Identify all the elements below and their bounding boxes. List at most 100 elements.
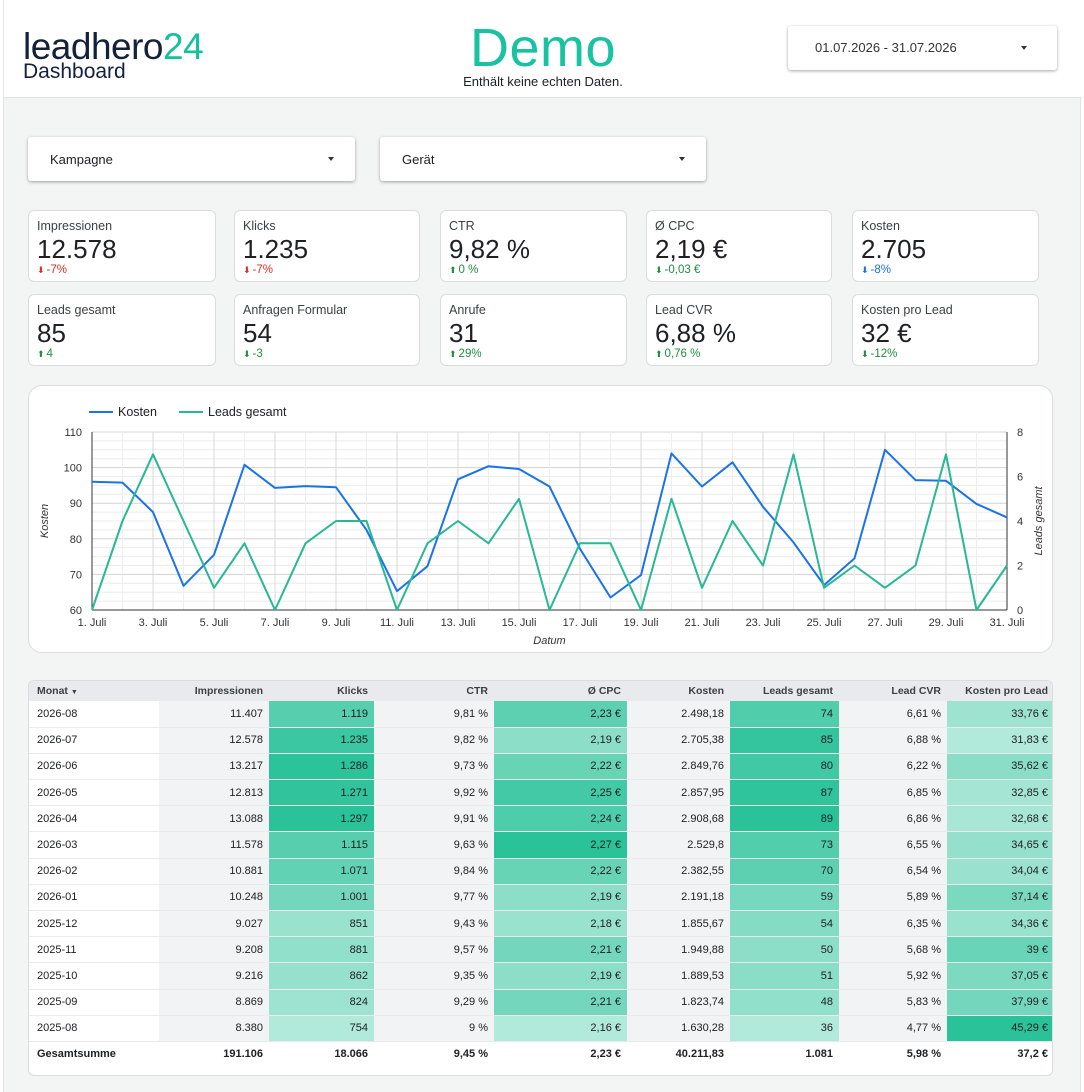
legend-item[interactable]: Kosten (89, 405, 157, 419)
column-header[interactable]: Ø CPC (494, 681, 627, 701)
legend-label: Kosten (118, 405, 157, 419)
table-cell: 2,21 € (494, 936, 627, 964)
table-cell: 59 (730, 884, 839, 912)
x-tick-label: 15. Juli (502, 617, 537, 629)
x-tick-label: 13. Juli (441, 617, 476, 629)
table-total-cell: 1.081 (730, 1040, 839, 1066)
table-cell: 2.705,38 (627, 727, 730, 754)
table-cell: 754 (269, 1015, 374, 1042)
device-filter[interactable]: Gerät (380, 137, 706, 181)
table-cell: 2,19 € (494, 884, 627, 912)
table-cell: 32,85 € (947, 779, 1052, 807)
table-cell: 80 (730, 753, 839, 781)
kpi-delta: ⬆ 0 % (449, 264, 479, 276)
table-cell: 9,29 % (374, 989, 494, 1016)
line-chart: 60 70 80 90 100 110 0 2 4 6 8 1. Juli 3. Juli 5. Juli… (39, 405, 1045, 647)
table-cell: 1.286 (269, 753, 374, 781)
sort-desc-icon: ▼ (70, 689, 78, 696)
table-row[interactable]: 2026-01 10.248 1.001 9,77 % 2,19 €2.191,18 59… (29, 884, 1052, 912)
table-cell: 2,16 € (494, 1015, 627, 1042)
table-row[interactable]: 2025-10 9.216 862 9,35 % 2,19 €1.889,53 51 5,9… (29, 962, 1052, 990)
table-row[interactable]: 2026-06 13.217 1.286 9,73 % 2,22 €2.849,76 80… (29, 753, 1052, 781)
table-cell: 6,55 % (839, 831, 947, 859)
table-cell: 2,18 € (494, 910, 627, 938)
arrow-down-icon: ⬇ (243, 349, 251, 359)
kpi-value: 2.705 (861, 234, 927, 264)
kpi-value: 54 (243, 318, 272, 348)
column-header[interactable]: Klicks (269, 681, 374, 701)
arrow-up-icon: ⬆ (655, 349, 663, 359)
table-row[interactable]: 2026-02 10.881 1.071 9,84 % 2,22 €2.382,55 70… (29, 858, 1052, 885)
table-cell: 1.001 (269, 884, 374, 912)
chevron-down-icon (1021, 46, 1027, 50)
campaign-filter[interactable]: Kampagne (28, 137, 355, 181)
table-total-cell: 9,45 % (374, 1040, 494, 1066)
column-header[interactable]: Lead CVR (839, 681, 947, 701)
date-range-picker[interactable]: 01.07.2026 - 31.07.2026 (788, 26, 1057, 70)
table-row[interactable]: 2026-08 11.407 1.119 9,81 % 2,23 €2.498,18 74… (29, 701, 1052, 728)
table-cell: 2,23 € (494, 701, 627, 728)
x-axis-title: Datum (533, 635, 565, 647)
dashboard-frame: leadhero24 Dashboard Demo Enthält keine … (3, 0, 1082, 1092)
table-row[interactable]: 2025-09 8.869 824 9,29 % 2,21 €1.823,74 48 5,8… (29, 989, 1052, 1016)
y-tick-label: 60 (70, 605, 82, 617)
device-filter-label: Gerät (402, 152, 435, 167)
table-row[interactable]: 2025-08 8.380 754 9 % 2,16 €1.630,28 36 4,77 %… (29, 1015, 1052, 1042)
table-cell: 54 (730, 910, 839, 938)
table-cell: 2,22 € (494, 753, 627, 781)
kpi-card: Anfragen Formular 54 ⬇ -3 (234, 294, 420, 366)
column-header[interactable]: CTR (374, 681, 494, 701)
arrow-down-icon: ⬇ (655, 265, 663, 275)
table-row[interactable]: 2026-04 13.088 1.297 9,91 % 2,24 €2.908,68 89… (29, 805, 1052, 833)
data-table-card: Monat ▼ Impressionen Klicks CTR Ø CPC Kosten Le… (28, 680, 1053, 1076)
kpi-delta: ⬇ -7% (37, 264, 67, 276)
demo-subtitle: Enthält keine echten Daten. (463, 74, 623, 89)
table-row[interactable]: 2026-03 11.578 1.115 9,63 % 2,27 €2.529,8 73 6… (29, 831, 1052, 859)
table-row[interactable]: 2026-05 12.813 1.271 9,92 % 2,25 €2.857,95 87… (29, 779, 1052, 807)
table-cell: 13.088 (159, 805, 269, 833)
table-cell: 1.119 (269, 701, 374, 728)
column-header[interactable]: Kosten pro Lead (947, 681, 1052, 701)
kpi-card: Leads gesamt 85 ⬆ 4 (28, 294, 216, 366)
table-row[interactable]: 2025-12 9.027 851 9,43 % 2,18 €1.855,67 54 6,3… (29, 910, 1052, 938)
table-cell: 9,91 % (374, 805, 494, 833)
column-header[interactable]: Impressionen (159, 681, 269, 701)
table-cell: 1.271 (269, 779, 374, 807)
x-tick-label: 31. Juli (990, 617, 1025, 629)
campaign-filter-label: Kampagne (50, 152, 113, 167)
table-cell: 2,19 € (494, 727, 627, 754)
table-cell: 37,99 € (947, 989, 1052, 1016)
demo-title: Demo (469, 18, 617, 78)
table-total-cell: 37,2 € (947, 1040, 1052, 1066)
legend-item[interactable]: Leads gesamt (179, 405, 287, 419)
table-row[interactable]: 2025-11 9.208 881 9,57 % 2,21 €1.949,88 50 5,6… (29, 936, 1052, 964)
arrow-up-icon: ⬆ (37, 349, 45, 359)
table-cell: 1.630,28 (627, 1015, 730, 1042)
table-cell: 1.235 (269, 727, 374, 754)
kpi-card: Anrufe 31 ⬆ 29% (440, 294, 627, 366)
kpi-value: 31 (449, 318, 478, 348)
table-cell: 48 (730, 989, 839, 1016)
table-row[interactable]: 2026-07 12.578 1.235 9,82 % 2,19 €2.705,38 85… (29, 727, 1052, 754)
column-header[interactable]: Monat ▼ (29, 681, 159, 701)
table-cell: 9 % (374, 1015, 494, 1042)
column-header[interactable]: Kosten (627, 681, 730, 701)
y-tick-label: 70 (70, 569, 82, 581)
table-header-row: Monat ▼ Impressionen Klicks CTR Ø CPC Kosten Le… (29, 681, 1052, 701)
table-cell: 6,61 % (839, 701, 947, 728)
table-cell: 2,27 € (494, 831, 627, 859)
table-cell: 1.071 (269, 858, 374, 885)
table-cell: 73 (730, 831, 839, 859)
table-cell: 6,54 % (839, 858, 947, 885)
column-header[interactable]: Leads gesamt (730, 681, 839, 701)
table-cell: 6,88 % (839, 727, 947, 754)
table-cell: 9.208 (159, 936, 269, 964)
table-cell: 2026-06 (29, 753, 159, 781)
table-cell: 2.857,95 (627, 779, 730, 807)
table-cell: 2.498,18 (627, 701, 730, 728)
table-cell: 9.027 (159, 910, 269, 938)
table-cell: 9,81 % (374, 701, 494, 728)
table-cell: 1.949,88 (627, 936, 730, 964)
table-cell: 2025-12 (29, 910, 159, 938)
table-cell: 51 (730, 962, 839, 990)
